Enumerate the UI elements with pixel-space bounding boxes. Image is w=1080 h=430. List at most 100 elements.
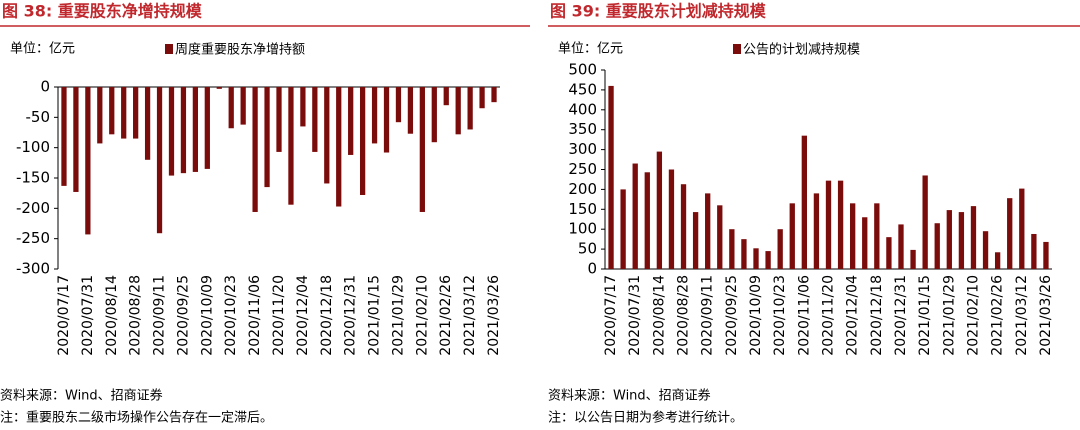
bar	[168, 87, 175, 176]
bar	[216, 87, 222, 89]
bar	[61, 87, 67, 186]
y-tick-label: -100	[16, 138, 50, 156]
x-tick-label: 2020/09/25	[175, 275, 191, 356]
y-tick-label: 250	[568, 160, 597, 178]
bar	[958, 212, 965, 269]
legend-label: 周度重要股东净增持额	[175, 42, 305, 58]
bar	[705, 193, 711, 269]
bar	[837, 180, 844, 269]
x-tick-label: 2020/08/28	[128, 275, 144, 356]
bar	[608, 85, 614, 269]
bar	[228, 87, 234, 129]
x-tick-label: 2020/08/28	[676, 275, 692, 356]
x-tick-label: 2020/08/14	[651, 275, 667, 356]
bar	[431, 87, 437, 143]
bar	[982, 231, 989, 269]
y-tick-label: 50	[578, 240, 597, 258]
y-tick-label: 200	[568, 180, 597, 198]
bar	[994, 252, 1001, 269]
y-tick-label: 0	[40, 78, 50, 96]
x-tick-label: 2021/02/26	[990, 275, 1006, 356]
bar	[741, 239, 747, 269]
legend-label: 公告的计划减持规模	[743, 42, 860, 58]
x-tick-label: 2021/03/26	[486, 275, 502, 356]
bar	[680, 184, 687, 269]
x-tick-label: 2020/10/23	[223, 275, 239, 356]
bar	[383, 87, 390, 153]
bar	[121, 87, 127, 139]
bar	[336, 87, 342, 207]
bar	[874, 203, 880, 269]
y-tick-label: -200	[16, 199, 50, 217]
bar	[813, 193, 820, 269]
bar	[862, 217, 868, 269]
y-tick-label: -300	[16, 260, 50, 278]
x-tick-label: 2021/02/10	[414, 275, 430, 356]
x-tick-label: 2020/11/06	[247, 275, 263, 356]
bar	[180, 87, 187, 174]
bar	[443, 87, 449, 106]
y-tick-label: 400	[568, 100, 597, 118]
x-tick-label: 2020/10/09	[199, 275, 215, 356]
bar	[1019, 188, 1025, 269]
y-tick-label: 500	[568, 61, 597, 79]
x-tick-label: 2020/07/31	[627, 275, 643, 356]
x-tick-label: 2020/09/25	[724, 275, 740, 356]
bar	[668, 169, 675, 269]
legend-swatch	[733, 44, 741, 54]
bar	[1031, 233, 1037, 269]
bar	[632, 163, 638, 269]
bar	[192, 87, 199, 172]
bar	[288, 87, 294, 205]
bar	[395, 87, 402, 123]
y-tick-label: -150	[16, 169, 50, 187]
bar	[419, 87, 425, 212]
bar	[753, 248, 759, 269]
y-tick-label: 150	[568, 200, 597, 218]
y-tick-label: 350	[568, 120, 597, 138]
x-tick-label: 2020/12/04	[845, 275, 861, 356]
bar	[240, 87, 246, 125]
bar	[898, 224, 904, 269]
bar	[970, 206, 977, 269]
source: 资料来源：Wind、招商证券	[0, 388, 163, 404]
bar	[97, 87, 103, 144]
bar	[789, 203, 795, 269]
bar	[371, 87, 378, 144]
bar	[252, 87, 258, 212]
bar	[910, 249, 916, 269]
bar	[717, 205, 723, 269]
x-tick-label: 2020/12/04	[295, 275, 311, 356]
bar	[922, 175, 928, 269]
source: 资料来源：Wind、招商证券	[548, 388, 711, 404]
y-tick-label: 450	[568, 80, 597, 98]
x-tick-label: 2021/01/15	[367, 275, 383, 356]
y-tick-label: -250	[16, 229, 50, 247]
bar	[777, 229, 783, 269]
bar	[204, 87, 210, 169]
x-tick-label: 2020/10/23	[772, 275, 788, 356]
x-tick-label: 2020/11/20	[821, 275, 837, 356]
y-tick-label: 100	[568, 220, 597, 238]
bar	[324, 87, 330, 184]
chart-title: 图 38: 重要股东净增持规模	[2, 2, 203, 21]
bar	[85, 87, 91, 235]
x-tick-label: 2021/03/12	[1014, 275, 1030, 356]
bar	[656, 151, 663, 269]
x-tick-label: 2020/07/31	[80, 275, 96, 356]
y-tick-label: -50	[26, 108, 51, 126]
bar	[300, 87, 306, 127]
x-tick-label: 2020/12/31	[893, 275, 909, 356]
bar	[467, 87, 473, 130]
bar	[946, 210, 952, 269]
x-tick-label: 2021/03/12	[462, 275, 478, 356]
unit-label: 单位：亿元	[558, 42, 623, 57]
x-tick-label: 2020/12/18	[319, 275, 335, 356]
bar	[264, 87, 270, 188]
bar	[312, 87, 318, 152]
x-tick-label: 2020/12/31	[343, 275, 359, 356]
bar	[133, 87, 139, 139]
bar	[934, 223, 940, 269]
bar	[348, 87, 354, 155]
